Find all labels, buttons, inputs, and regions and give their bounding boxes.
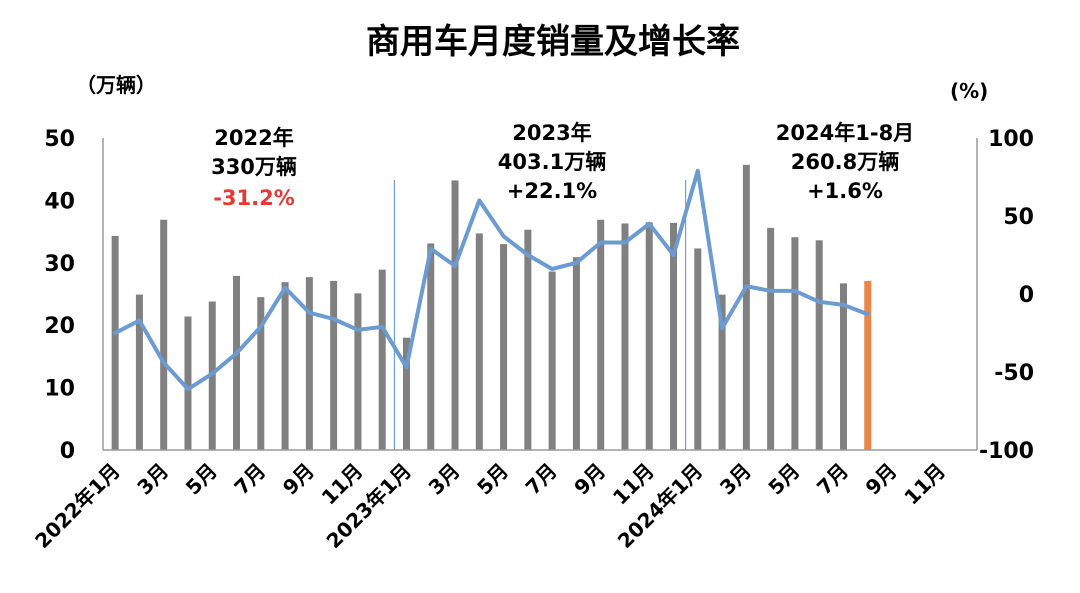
- separators: [393, 180, 687, 450]
- x-tick-9: 7月: [521, 459, 562, 500]
- bar-6: [257, 297, 265, 450]
- annotation-2023-line1: 2023年: [512, 121, 591, 145]
- annotation-2023-growth: +22.1%: [507, 179, 597, 203]
- bar-10: [354, 293, 362, 450]
- bar-3: [184, 316, 192, 450]
- right-axis-unit: (%): [950, 79, 988, 103]
- left-tick-3: 30: [44, 252, 75, 277]
- annotation-2024-line2: 260.8万辆: [791, 150, 899, 174]
- annotation-2024-growth: +1.6%: [807, 179, 883, 203]
- bar-31: [864, 280, 872, 450]
- bar-series: [111, 164, 872, 450]
- annotation-2022-line1: 2022年: [214, 126, 293, 150]
- annotation-2023: 2023年 403.1万辆 +22.1%: [498, 121, 606, 203]
- x-tick-10: 9月: [569, 459, 610, 500]
- right-tick-2: 0: [1019, 283, 1034, 308]
- left-tick-2: 20: [44, 314, 75, 339]
- bar-7: [281, 282, 289, 450]
- x-tick-4: 9月: [278, 459, 319, 500]
- bar-8: [305, 277, 313, 450]
- annotation-2024-line1: 2024年1-8月: [776, 121, 914, 145]
- right-tick-4: 100: [988, 127, 1034, 152]
- left-tick-0: 0: [60, 439, 75, 464]
- bar-23: [670, 222, 678, 450]
- bar-13: [427, 243, 435, 450]
- bar-29: [815, 240, 823, 450]
- right-tick-0: -100: [979, 439, 1034, 464]
- bar-18: [548, 271, 556, 450]
- left-y-ticks: 0 10 20 30 40 50: [44, 127, 75, 464]
- x-tick-16: 9月: [861, 459, 902, 500]
- bar-30: [839, 283, 847, 450]
- x-tick-8: 5月: [472, 459, 513, 500]
- annotation-2023-line2: 403.1万辆: [498, 150, 606, 174]
- annotation-2022-growth: -31.2%: [213, 186, 295, 210]
- left-tick-1: 10: [44, 377, 75, 402]
- bar-12: [402, 337, 410, 450]
- bar-9: [330, 280, 338, 450]
- annotation-2022-line2: 330万辆: [211, 155, 297, 179]
- left-axis-unit: （万辆）: [76, 73, 156, 97]
- bar-0: [111, 235, 119, 450]
- bar-15: [475, 233, 483, 450]
- bar-22: [645, 222, 653, 450]
- bar-21: [621, 223, 629, 450]
- bar-1: [135, 294, 143, 450]
- x-tick-7: 3月: [424, 459, 465, 500]
- bar-25: [718, 294, 726, 450]
- x-tick-17: 11月: [899, 459, 950, 510]
- annotation-2022: 2022年 330万辆 -31.2%: [211, 126, 297, 210]
- bar-28: [791, 237, 799, 450]
- left-tick-5: 50: [44, 127, 75, 152]
- bar-27: [767, 227, 775, 450]
- left-tick-4: 40: [44, 189, 75, 214]
- x-tick-1: 3月: [132, 459, 173, 500]
- bar-16: [500, 244, 508, 450]
- bar-11: [378, 269, 386, 450]
- bar-26: [742, 164, 750, 450]
- x-tick-15: 7月: [812, 459, 853, 500]
- growth-line: [113, 168, 870, 392]
- bar-17: [524, 229, 532, 450]
- bar-20: [597, 219, 605, 450]
- bar-24: [694, 248, 702, 450]
- x-tick-2: 5月: [181, 459, 222, 500]
- growth-line-series: [113, 168, 870, 392]
- right-tick-1: -50: [994, 361, 1034, 386]
- x-tick-3: 7月: [229, 459, 270, 500]
- chart-title: 商用车月度销量及增长率: [366, 22, 740, 62]
- x-tick-13: 3月: [715, 459, 756, 500]
- x-tick-0: 2022年1月: [30, 459, 124, 553]
- x-tick-14: 5月: [763, 459, 804, 500]
- axes: [102, 138, 978, 451]
- bar-14: [451, 180, 459, 450]
- bar-19: [572, 257, 580, 450]
- right-y-ticks: -100 -50 0 50 100: [979, 127, 1034, 464]
- annotation-2024: 2024年1-8月 260.8万辆 +1.6%: [776, 121, 914, 203]
- right-tick-3: 50: [1003, 205, 1034, 230]
- bar-5: [233, 275, 241, 450]
- bar-2: [160, 219, 168, 450]
